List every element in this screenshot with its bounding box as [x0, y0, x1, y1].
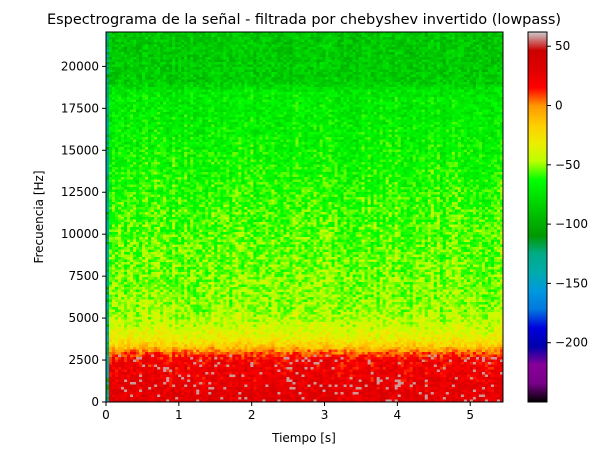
plot-area — [106, 32, 504, 403]
spectrogram-heatmap — [106, 32, 504, 403]
chart-title: Espectrograma de la señal - filtrada por… — [47, 12, 561, 28]
